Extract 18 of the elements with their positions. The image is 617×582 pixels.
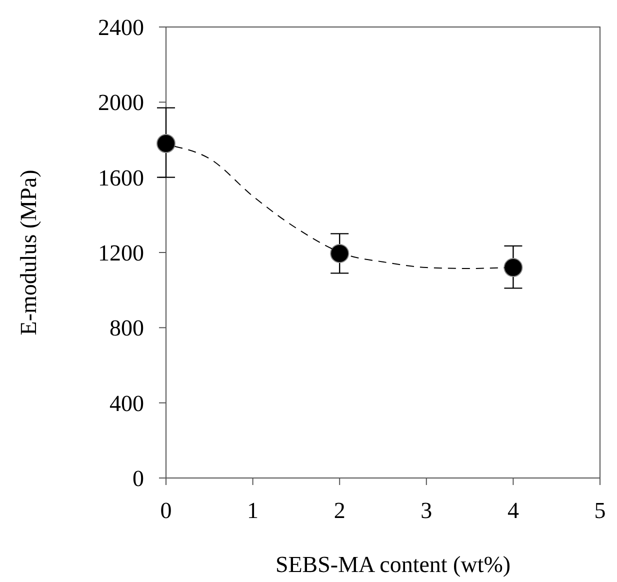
x-tick-label: 5 — [594, 498, 606, 523]
y-tick-label: 2400 — [98, 15, 144, 40]
y-tick-label: 2000 — [98, 90, 144, 116]
point — [156, 134, 176, 154]
point — [330, 244, 350, 263]
x-axis-title: SEBS-MA content (wt%) — [275, 552, 511, 577]
x-tick-label: 2 — [334, 498, 346, 523]
y-tick-label: 800 — [110, 316, 144, 341]
x-tick-label: 1 — [247, 498, 259, 523]
y-tick-label: 0 — [132, 466, 144, 492]
y-tick-label: 1200 — [98, 240, 144, 266]
x-tick-label: 3 — [420, 498, 432, 523]
x-tick-label: 4 — [507, 498, 520, 523]
y-tick-label: 400 — [110, 390, 144, 416]
x-tick-label: 0 — [160, 498, 172, 523]
point — [504, 258, 523, 278]
y-axis-title: E-modulus (MPa) — [16, 170, 41, 336]
y-tick-label: 1600 — [98, 165, 144, 190]
